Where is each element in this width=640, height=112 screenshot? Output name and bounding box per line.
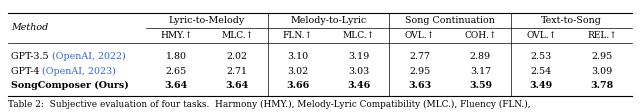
Text: 2.95: 2.95 bbox=[591, 52, 612, 61]
Text: Melody-to-Lyric: Melody-to-Lyric bbox=[290, 16, 367, 25]
Text: 3.09: 3.09 bbox=[591, 67, 612, 76]
Text: Text-to-Song: Text-to-Song bbox=[541, 16, 602, 25]
Text: 2.53: 2.53 bbox=[531, 52, 552, 61]
Text: REL.↑: REL.↑ bbox=[587, 31, 617, 40]
Text: 3.63: 3.63 bbox=[408, 81, 431, 90]
Text: 3.49: 3.49 bbox=[529, 81, 553, 90]
Text: 2.65: 2.65 bbox=[166, 67, 187, 76]
Text: 2.77: 2.77 bbox=[409, 52, 430, 61]
Text: 3.03: 3.03 bbox=[348, 67, 369, 76]
Text: 2.89: 2.89 bbox=[470, 52, 491, 61]
Text: (OpenAI, 2023): (OpenAI, 2023) bbox=[42, 67, 116, 76]
Text: 3.19: 3.19 bbox=[348, 52, 369, 61]
Text: MLC.↑: MLC.↑ bbox=[221, 31, 253, 40]
Text: 3.17: 3.17 bbox=[470, 67, 491, 76]
Text: Lyric-to-Melody: Lyric-to-Melody bbox=[168, 16, 245, 25]
Text: 3.64: 3.64 bbox=[225, 81, 249, 90]
Text: OVL.↑: OVL.↑ bbox=[526, 31, 556, 40]
Text: 3.59: 3.59 bbox=[469, 81, 492, 90]
Text: 2.02: 2.02 bbox=[227, 52, 248, 61]
Text: 3.10: 3.10 bbox=[287, 52, 308, 61]
Text: 2.54: 2.54 bbox=[531, 67, 552, 76]
Text: HMY.↑: HMY.↑ bbox=[160, 31, 193, 40]
Text: 3.64: 3.64 bbox=[164, 81, 188, 90]
Text: 2.95: 2.95 bbox=[409, 67, 430, 76]
Text: MLC.↑: MLC.↑ bbox=[342, 31, 375, 40]
Text: COH.↑: COH.↑ bbox=[464, 31, 497, 40]
Text: 3.78: 3.78 bbox=[590, 81, 614, 90]
Text: Method: Method bbox=[11, 24, 48, 32]
Text: GPT-4: GPT-4 bbox=[11, 67, 42, 76]
Text: GPT-3.5: GPT-3.5 bbox=[11, 52, 51, 61]
Text: 2.71: 2.71 bbox=[227, 67, 248, 76]
Text: 3.66: 3.66 bbox=[286, 81, 310, 90]
Text: 1.80: 1.80 bbox=[166, 52, 187, 61]
Text: (OpenAI, 2022): (OpenAI, 2022) bbox=[51, 52, 125, 61]
Text: OVL.↑: OVL.↑ bbox=[404, 31, 435, 40]
Text: FLN.↑: FLN.↑ bbox=[283, 31, 313, 40]
Text: 3.02: 3.02 bbox=[287, 67, 308, 76]
Text: 3.46: 3.46 bbox=[347, 81, 371, 90]
Text: Song Continuation: Song Continuation bbox=[405, 16, 495, 25]
Text: SongComposer (Ours): SongComposer (Ours) bbox=[11, 81, 129, 90]
Text: Table 2:  Subjective evaluation of four tasks.  Harmony (HMY.), Melody-Lyric Com: Table 2: Subjective evaluation of four t… bbox=[8, 100, 531, 109]
